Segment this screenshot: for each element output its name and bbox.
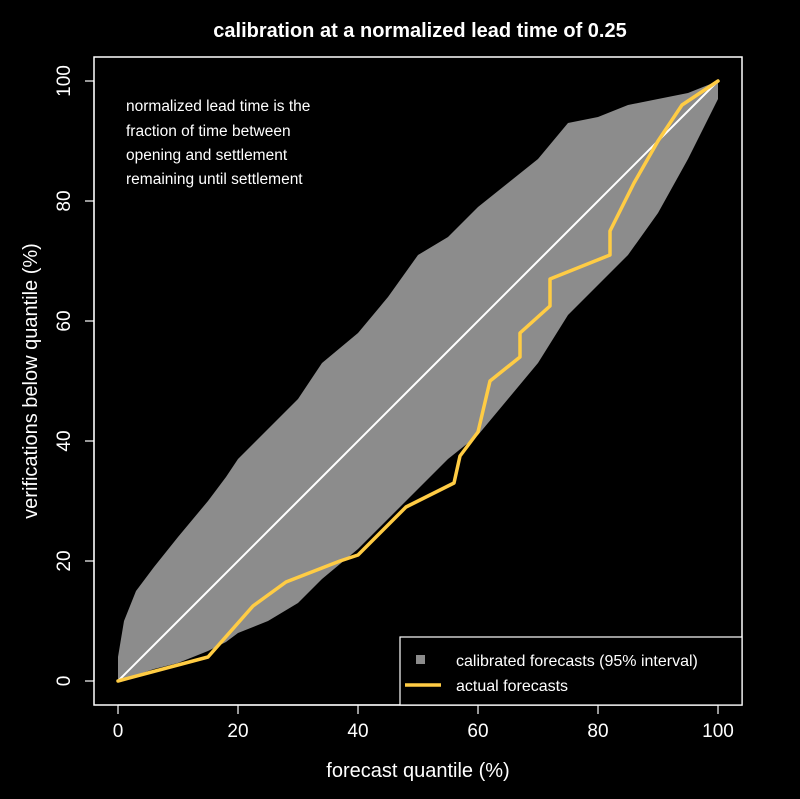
annotation-line: opening and settlement [126, 147, 288, 164]
y-axis-label: verifications below quantile (%) [20, 243, 42, 519]
chart-title: calibration at a normalized lead time of… [213, 20, 626, 42]
y-tick-label: 100 [54, 65, 75, 97]
x-tick-label: 40 [347, 721, 368, 742]
y-tick-label: 40 [54, 430, 75, 451]
y-axis: 0 20 40 60 80 100 [54, 65, 95, 687]
annotation-line: normalized lead time is the [126, 98, 310, 115]
x-axis: 0 20 40 60 80 100 [113, 704, 734, 742]
x-axis-label: forecast quantile (%) [326, 760, 509, 782]
annotation-line: remaining until settlement [126, 171, 303, 188]
legend: calibrated forecasts (95% interval) actu… [399, 636, 743, 706]
annotation-note: normalized lead time is the fraction of … [126, 98, 310, 188]
legend-swatch-band [416, 655, 425, 664]
x-tick-label: 100 [702, 721, 734, 742]
actual-forecasts-line [116, 79, 720, 683]
reference-line [117, 80, 719, 682]
x-tick-label: 60 [467, 721, 488, 742]
legend-label-band: calibrated forecasts (95% interval) [456, 653, 698, 670]
annotation-line: fraction of time between [126, 123, 291, 140]
y-tick-label: 0 [54, 676, 75, 687]
x-tick-label: 20 [227, 721, 248, 742]
plot-data [116, 79, 720, 683]
y-tick-label: 80 [54, 190, 75, 211]
x-tick-label: 80 [587, 721, 608, 742]
x-tick-label: 0 [113, 721, 124, 742]
y-tick-label: 60 [54, 310, 75, 331]
y-tick-label: 20 [54, 550, 75, 571]
legend-label-actual: actual forecasts [456, 678, 568, 695]
legend-box [399, 636, 743, 706]
